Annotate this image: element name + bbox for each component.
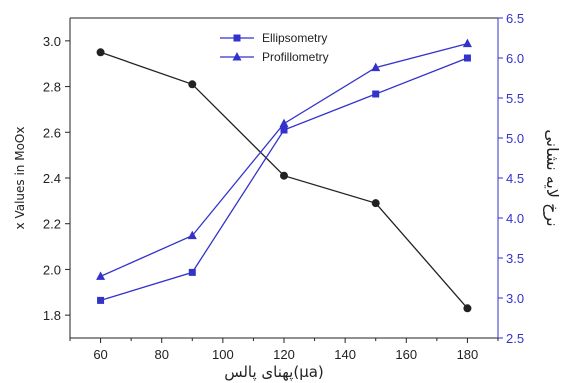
data-point <box>96 48 105 57</box>
x-tick-label: 120 <box>273 347 295 362</box>
data-point <box>372 90 380 98</box>
left-tick-label: 2.6 <box>43 125 61 140</box>
data-point <box>279 118 289 128</box>
data-point <box>371 62 381 72</box>
left-tick-label: 2.8 <box>43 80 61 95</box>
x-tick-label: 60 <box>93 347 107 362</box>
data-point <box>371 199 380 208</box>
left-tick-label: 3.0 <box>43 34 61 49</box>
x-axis-title: پهنای پالس(µa) <box>224 363 324 382</box>
right-tick-label: 2.5 <box>506 331 524 346</box>
right-tick-label: 6.0 <box>506 51 524 66</box>
data-point <box>188 268 196 276</box>
x-tick-label: 100 <box>212 347 234 362</box>
data-point <box>187 230 197 240</box>
right-tick-label: 5.5 <box>506 91 524 106</box>
right-tick-label: 3.0 <box>506 291 524 306</box>
x-tick-label: 140 <box>334 347 356 362</box>
right-tick-label: 3.5 <box>506 251 524 266</box>
right-tick-label: 4.5 <box>506 171 524 186</box>
left-tick-label: 2.4 <box>43 171 61 186</box>
data-point <box>188 80 197 89</box>
data-point <box>463 54 471 62</box>
left-tick-label: 2.2 <box>43 217 61 232</box>
right-tick-label: 5.0 <box>506 131 524 146</box>
x-tick-label: 180 <box>457 347 479 362</box>
data-point <box>462 38 472 48</box>
right-tick-label: 4.0 <box>506 211 524 226</box>
legend-marker <box>233 34 241 42</box>
right-tick-label: 6.5 <box>506 11 524 26</box>
left-tick-label: 2.0 <box>43 262 61 277</box>
data-point <box>97 296 105 304</box>
data-point <box>280 126 288 134</box>
legend-label: Ellipsometry <box>262 31 327 45</box>
data-point <box>96 271 106 280</box>
series-line-x-values <box>100 51 468 309</box>
legend-label: Profillometry <box>262 50 329 64</box>
data-point <box>463 304 472 313</box>
x-tick-label: 160 <box>395 347 417 362</box>
legend-marker <box>232 52 242 61</box>
series-line-profillometry <box>100 42 468 277</box>
right-axis-title: نرخ لایه نشانی <box>542 129 562 226</box>
x-tick-label: 80 <box>154 347 168 362</box>
left-axis-title: x Values in MoOx <box>13 127 27 230</box>
left-tick-label: 1.8 <box>43 308 61 323</box>
data-point <box>280 171 288 180</box>
